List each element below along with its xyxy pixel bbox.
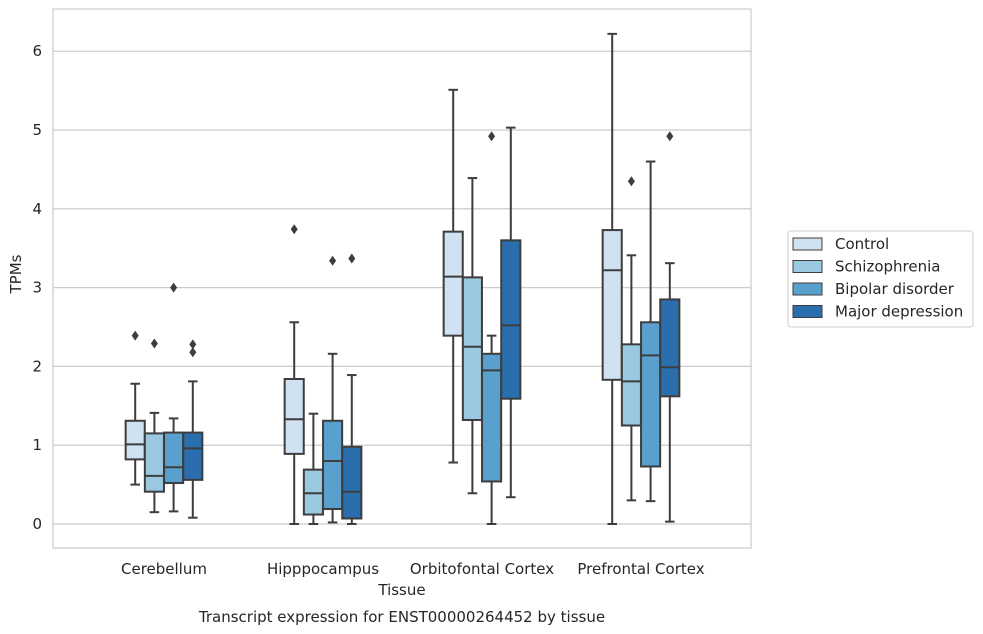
box-control xyxy=(601,32,623,525)
plot-frame xyxy=(52,8,752,549)
y-tick-label: 6 xyxy=(32,42,42,60)
box-schizophrenia xyxy=(461,177,483,495)
outlier-marker xyxy=(290,224,298,235)
x-tick-label: Prefrontal Cortex xyxy=(577,560,704,578)
y-tick-label: 5 xyxy=(32,121,42,139)
legend-swatch xyxy=(792,305,823,318)
legend-swatch xyxy=(792,282,823,296)
x-tick-label: Orbitofontal Cortex xyxy=(410,560,554,578)
box-major-depression xyxy=(659,131,681,523)
legend-frame xyxy=(787,230,974,328)
box-body xyxy=(620,343,642,427)
legend-swatch xyxy=(792,260,823,273)
box-body xyxy=(283,378,305,455)
box-control xyxy=(124,330,146,486)
box-major-depression xyxy=(182,339,204,519)
box-body xyxy=(461,276,483,421)
x-tick-label: Hipppocampus xyxy=(267,560,379,578)
y-tick-label: 2 xyxy=(32,357,42,375)
box-control xyxy=(283,224,305,525)
box-control xyxy=(442,88,464,464)
box-body xyxy=(322,419,344,511)
legend-label: Bipolar disorder xyxy=(835,280,955,298)
y-tick-label: 3 xyxy=(32,279,42,297)
legend-swatch xyxy=(792,237,823,251)
legend: Control Schizophrenia Bipolar disorder Majo… xyxy=(787,230,974,328)
outlier-marker xyxy=(189,339,197,350)
box-body xyxy=(481,352,503,483)
x-tick-labels: Cerebellum Hipppocampus Orbitofontal Corte… xyxy=(121,560,705,578)
box-body xyxy=(163,431,185,485)
legend-entries: Control Schizophrenia Bipolar disorder Majo… xyxy=(792,235,963,321)
box-body xyxy=(182,431,204,481)
y-axis-title: TPMs xyxy=(7,254,25,294)
box-bipolar-disorder xyxy=(481,131,503,525)
box-body xyxy=(143,432,165,493)
legend-label: Major depression xyxy=(835,303,963,321)
outlier-marker xyxy=(150,338,158,349)
legend-label: Schizophrenia xyxy=(835,258,940,276)
box-body xyxy=(341,445,363,520)
outlier-marker xyxy=(348,253,356,264)
box-body xyxy=(500,239,522,400)
chart-caption: Transcript expression for ENST0000026445… xyxy=(198,608,605,626)
box-major-depression xyxy=(341,253,363,525)
y-tick-label: 4 xyxy=(32,200,42,218)
x-axis-title: Tissue xyxy=(377,581,425,599)
outlier-marker xyxy=(488,131,496,142)
outlier-marker xyxy=(170,282,178,293)
outlier-marker xyxy=(131,330,139,341)
box-body xyxy=(124,419,146,461)
box-body xyxy=(302,468,324,516)
box-body xyxy=(640,321,662,468)
y-tick-label: 0 xyxy=(32,515,42,533)
box-body xyxy=(442,230,464,337)
x-tick-label: Cerebellum xyxy=(121,560,207,578)
y-tick-label: 1 xyxy=(32,436,42,454)
legend-label: Control xyxy=(835,235,889,253)
outlier-marker xyxy=(627,176,635,187)
box-bipolar-disorder xyxy=(322,255,344,524)
box-body xyxy=(601,229,623,381)
boxes-layer xyxy=(124,32,681,525)
outlier-marker xyxy=(666,131,674,142)
outlier-marker xyxy=(329,255,337,266)
box-major-depression xyxy=(500,126,522,499)
box-body xyxy=(659,298,681,398)
box-schizophrenia xyxy=(143,338,165,514)
box-bipolar-disorder xyxy=(163,282,185,513)
outlier-marker xyxy=(189,347,197,358)
y-tick-labels: 0 1 2 3 4 5 6 xyxy=(32,42,42,533)
